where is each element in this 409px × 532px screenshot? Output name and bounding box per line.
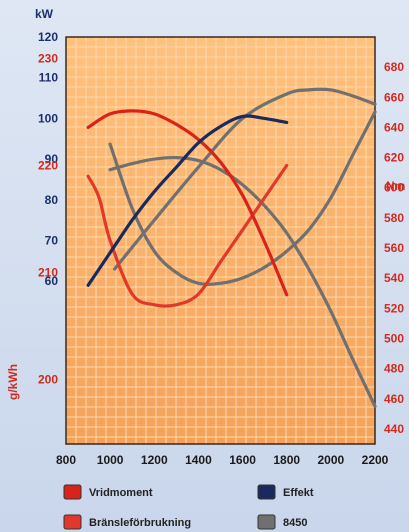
x-tick-label: 1400	[185, 453, 212, 467]
kw-tick-label: 120	[38, 30, 58, 44]
x-tick-label: 2000	[318, 453, 345, 467]
nm-tick-label: 680	[384, 60, 404, 74]
nm-tick-label: 460	[384, 392, 404, 406]
kw-tick-label: 100	[38, 111, 58, 125]
kw-tick-label: 60	[45, 274, 59, 288]
nm-axis-label: Nm	[386, 179, 405, 193]
curve-effekt	[86, 114, 289, 287]
nm-tick-label: 500	[384, 331, 404, 345]
plot-frame	[65, 36, 376, 445]
legend-label: 8450	[283, 517, 307, 529]
gkwh-axis-label: g/kWh	[6, 364, 20, 400]
legend-swatch	[63, 484, 82, 500]
kw-tick-label: 80	[45, 193, 59, 207]
grid-lines	[66, 37, 375, 444]
nm-tick-label: 540	[384, 271, 404, 285]
kw-tick-label: 110	[39, 71, 59, 85]
gkwh-tick-label: 210	[38, 266, 58, 280]
axis-units: kW Nm g/kWh	[6, 7, 405, 400]
curve-vridmoment	[86, 109, 289, 297]
nm-tick-label: 440	[384, 422, 404, 436]
nm-tick-label: 600	[384, 181, 404, 195]
nm-tick-label: 620	[384, 151, 404, 165]
legend-swatch	[257, 484, 276, 500]
tick-labels: 800 1000 1200 1400 1600 1800 2000 2200 60 70 80 90 1…	[38, 30, 404, 467]
curve-8450	[113, 87, 377, 271]
nm-tick-label: 560	[384, 241, 404, 255]
curves	[86, 87, 377, 408]
nm-tick-label: 660	[384, 90, 404, 104]
plot-area	[66, 37, 375, 444]
gkwh-tick-label: 200	[38, 373, 58, 387]
gkwh-tick-label: 230	[38, 51, 58, 65]
kw-tick-label: 70	[45, 234, 59, 248]
legend: Vridmoment Effekt Bränsleförbrukning 8450	[63, 484, 314, 530]
legend-label: Effekt	[283, 487, 314, 499]
kw-tick-label: 90	[45, 152, 59, 166]
nm-tick-label: 640	[384, 120, 404, 134]
nm-tick-label: 580	[384, 211, 404, 225]
curve-8450-vridmoment	[108, 155, 377, 408]
kw-axis-label: kW	[35, 7, 54, 21]
legend-swatch	[257, 514, 276, 530]
curve-8450-bränsleförbrukning	[108, 110, 377, 286]
gkwh-tick-label: 220	[38, 159, 58, 173]
legend-label: Vridmoment	[89, 487, 153, 499]
x-tick-label: 1000	[97, 453, 124, 467]
x-tick-label: 800	[56, 453, 76, 467]
legend-swatch	[63, 514, 82, 530]
nm-tick-label: 480	[384, 362, 404, 376]
x-tick-label: 1200	[141, 453, 168, 467]
x-tick-label: 1800	[273, 453, 300, 467]
plot-border	[65, 36, 376, 445]
x-tick-label: 1600	[229, 453, 256, 467]
x-tick-label: 2200	[362, 453, 389, 467]
curve-bränsleförbrukning	[86, 163, 289, 308]
nm-tick-label: 520	[384, 301, 404, 315]
legend-label: Bränsleförbrukning	[89, 517, 191, 529]
